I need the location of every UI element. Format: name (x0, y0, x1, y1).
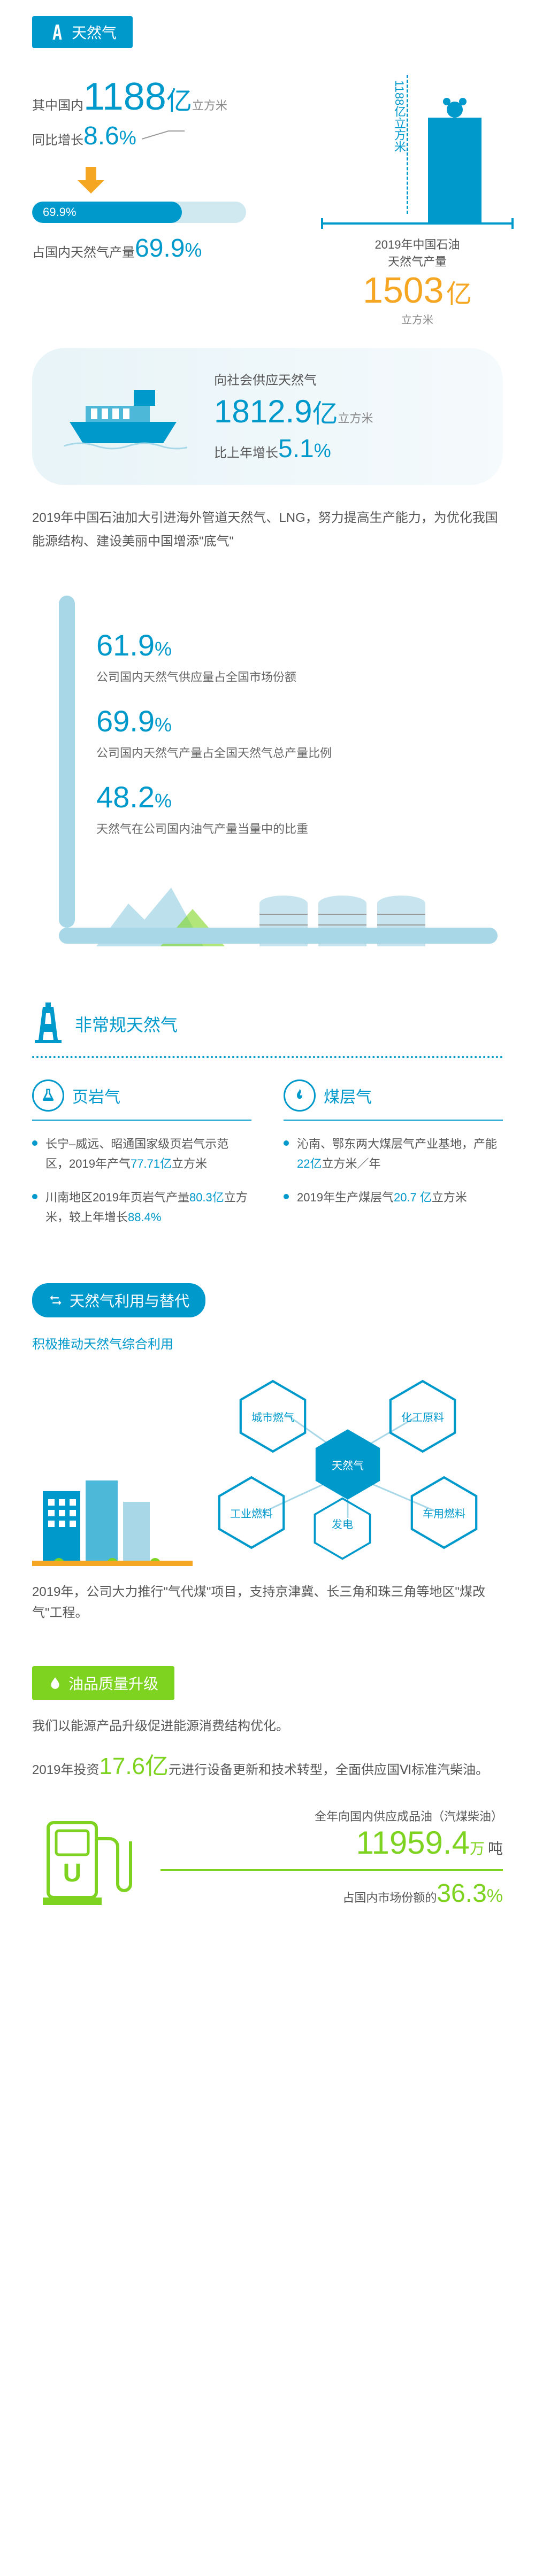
section4-title: 天然气利用与替代 (70, 1290, 189, 1311)
oil-stat2-pre: 占国内市场份额的 (342, 1888, 437, 1906)
section-natural-gas: 天然气 其中国内 1188 亿 立方米 同比增长 8.6 % (0, 0, 535, 574)
domestic-big-unit: 亿 (166, 80, 192, 117)
share-prefix: 占国内天然气产量 (32, 243, 135, 263)
derrick-icon (32, 1002, 64, 1045)
swap-icon (48, 1293, 63, 1308)
share-progress-bar: 69.9% (32, 202, 246, 223)
ship-unit: 立方米 (338, 409, 373, 426)
stat-desc-0: 公司国内天然气供应量占全国市场份额 (96, 668, 503, 685)
hex-bm: 发电 (310, 1497, 374, 1550)
growth-value: 8.6 (83, 121, 119, 151)
coalbed-gas-column: 煤层气 沁南、鄂东两大煤层气产业基地，产能22亿立方米／年 2019年生产煤层气2… (284, 1079, 503, 1241)
hex-diagram: 天然气 城市燃气 化工原料 工业燃料 发电 车用燃料 (32, 1363, 503, 1566)
l-pipe-graphic (59, 596, 75, 970)
hex-center-label: 天然气 (326, 1457, 369, 1472)
hex-center: 天然气 (310, 1427, 385, 1502)
baseline (321, 222, 514, 225)
domestic-block: 其中国内 1188 亿 立方米 同比增长 8.6 % 69.9% 占国 (32, 75, 300, 327)
flame-icon (284, 1079, 316, 1112)
drop-icon (48, 1676, 62, 1690)
shale-title: 页岩气 (72, 1084, 120, 1107)
oil-stat1-unit2: 吨 (488, 1840, 503, 1857)
hex-br-label: 车用燃料 (417, 1505, 471, 1521)
bullet-item: 长宁–威远、昭通国家级页岩气示范区，2019年产气77.71亿立方米 (32, 1134, 251, 1174)
oil-stat1-value: 11959.4 (356, 1825, 470, 1861)
section-header: 天然气 (32, 16, 133, 48)
section-market-share: 61.9% 公司国内天然气供应量占全国市场份额 69.9% 公司国内天然气产量占全国天… (0, 574, 535, 992)
section3-title: 非常规天然气 (75, 1012, 178, 1036)
city-icon (32, 1459, 193, 1566)
ship-supply-card: 向社会供应天然气 1812.9 亿 立方米 比上年增长 5.1 % (32, 348, 503, 485)
flask-icon (32, 1079, 64, 1112)
prod-line2: 天然气产量 (332, 252, 503, 269)
domestic-prefix: 其中国内 (32, 96, 83, 116)
section1-description: 2019年中国石油加大引进海外管道天然气、LNG，努力提高生产能力，为优化我国能… (32, 506, 503, 552)
ship-icon (59, 379, 187, 454)
section4-desc: 2019年，公司大力推行"气代煤"项目，支持京津冀、长三角和珠三角等地区"煤改气… (32, 1582, 503, 1623)
rig-icon (48, 23, 66, 41)
bullet-item: 沁南、鄂东两大煤层气产业基地，产能22亿立方米／年 (284, 1134, 503, 1174)
progress-fill: 69.9% (32, 202, 182, 223)
growth-pct: % (119, 127, 136, 149)
oil-stat2-value: 36.3 (437, 1879, 486, 1908)
shale-gas-column: 页岩气 长宁–威远、昭通国家级页岩气示范区，2019年产气77.71亿立方米川南… (32, 1079, 251, 1241)
stat-value-0: 61.9% (96, 628, 503, 662)
hex-bm-label: 发电 (326, 1516, 358, 1531)
share-value: 69.9 (135, 234, 185, 263)
prod-line1: 2019年中国石油 (332, 235, 503, 252)
ship-growth-prefix: 比上年增长 (214, 443, 278, 464)
hex-tr-label: 化工原料 (396, 1409, 449, 1424)
arrow-down-icon (75, 167, 107, 194)
oil-stat1-label: 全年向国内供应成品油（汽煤柴油） (160, 1807, 503, 1824)
ship-big: 亿 (312, 392, 338, 430)
section-oil-quality: 油品质量升级 我们以能源产品升级促进能源消费结构优化。 2019年投资17.6亿… (0, 1645, 535, 1930)
section-title: 天然气 (72, 21, 117, 43)
section4-subtitle: 积极推动天然气综合利用 (32, 1333, 503, 1352)
growth-prefix: 同比增长 (32, 130, 83, 151)
stat-desc-1: 公司国内天然气产量占全国天然气总产量比例 (96, 744, 503, 761)
vertical-label: 1188亿立方米 (391, 80, 408, 152)
ship-label: 向社会供应天然气 (214, 369, 373, 388)
chimney-icon (428, 118, 482, 225)
fuel-pump-icon: U (32, 1801, 139, 1908)
hex-bl: 工业燃料 (214, 1475, 289, 1550)
section-unconventional-gas: 非常规天然气 页岩气 长宁–威远、昭通国家级页岩气示范区，2019年产气77.7… (0, 992, 535, 1262)
oil-stat1-unit: 万 (470, 1840, 485, 1857)
prod-value: 1503 (363, 270, 444, 311)
domestic-unit: 立方米 (192, 96, 227, 113)
section5-title: 油品质量升级 (68, 1672, 158, 1694)
svg-text:U: U (63, 1859, 82, 1887)
hex-bl-label: 工业燃料 (225, 1505, 278, 1521)
hex-tl-label: 城市燃气 (246, 1409, 300, 1424)
stat-desc-2: 天然气在公司国内油气产量当量中的比重 (96, 820, 503, 837)
share-pct: % (185, 239, 202, 261)
hex-tl: 城市燃气 (235, 1379, 310, 1454)
hex-tr: 化工原料 (385, 1379, 460, 1454)
coalbed-title: 煤层气 (324, 1084, 372, 1107)
bullet-item: 2019年生产煤层气20.7 亿立方米 (284, 1187, 503, 1207)
stat-value-2: 48.2% (96, 780, 503, 814)
dotted-divider (32, 1056, 503, 1058)
hex-br: 车用燃料 (407, 1475, 482, 1550)
oil-stat2-pct: % (487, 1886, 503, 1907)
ship-growth: 5.1 (278, 434, 314, 464)
stat-value-1: 69.9% (96, 704, 503, 738)
s5-line2: 2019年投资17.6亿元进行设备更新和技术转型，全面供应国Ⅵ标准汽柴油。 (32, 1748, 503, 1785)
domestic-value: 1188 (83, 75, 166, 119)
production-block: 1188亿立方米 2019年中国石油 天然气产量 1503 亿 立方米 (332, 75, 503, 327)
ship-growth-pct: % (314, 439, 331, 462)
prod-unit: 立方米 (332, 311, 503, 327)
green-divider (160, 1869, 503, 1871)
section-gas-utilization: 天然气利用与替代 积极推动天然气综合利用 天然气 城市燃气 化工原料 (0, 1262, 535, 1645)
ship-value: 1812.9 (214, 393, 312, 430)
prod-big: 亿 (446, 280, 472, 308)
s5-line1: 我们以能源产品升级促进能源消费结构优化。 (32, 1716, 503, 1737)
connector-line-icon (142, 128, 185, 144)
bullet-item: 川南地区2019年页岩气产量80.3亿立方米，较上年增长88.4% (32, 1187, 251, 1228)
